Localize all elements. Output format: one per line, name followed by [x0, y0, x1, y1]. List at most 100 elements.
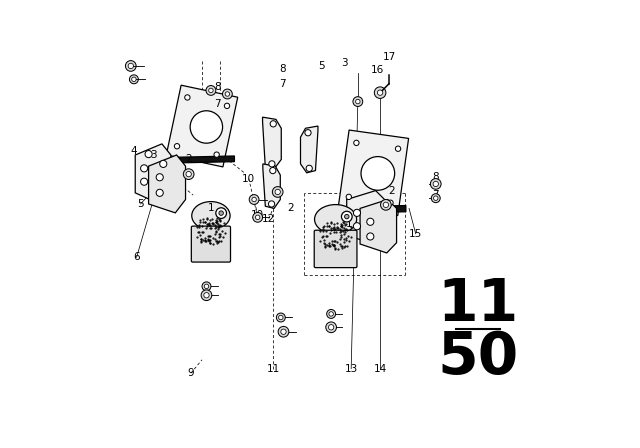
Point [321, 233, 331, 240]
Point [329, 220, 339, 228]
Point [317, 233, 327, 241]
Point [212, 220, 222, 227]
Text: 14: 14 [374, 364, 387, 374]
Point [204, 222, 214, 229]
Point [321, 227, 331, 234]
Point [319, 236, 329, 243]
Text: 7: 7 [279, 79, 285, 89]
Point [206, 224, 216, 231]
Point [195, 216, 205, 224]
Point [327, 237, 337, 245]
Point [337, 218, 348, 225]
Point [211, 228, 221, 236]
Point [330, 245, 340, 252]
Circle shape [145, 151, 152, 158]
Point [202, 222, 212, 229]
Point [332, 239, 342, 246]
Point [325, 229, 335, 236]
Point [195, 219, 205, 226]
Circle shape [209, 88, 213, 93]
Point [198, 218, 209, 225]
Circle shape [396, 146, 401, 151]
Point [210, 231, 220, 238]
Point [212, 224, 223, 231]
Circle shape [278, 315, 283, 320]
Point [324, 222, 335, 229]
Circle shape [249, 194, 259, 204]
Circle shape [204, 284, 209, 289]
Point [194, 228, 204, 235]
Point [193, 229, 204, 236]
Point [326, 220, 336, 227]
Point [317, 233, 328, 240]
Point [202, 236, 212, 243]
Point [211, 237, 221, 245]
Circle shape [367, 218, 374, 225]
Point [324, 243, 335, 250]
Point [202, 215, 212, 222]
Point [339, 230, 349, 237]
Point [214, 223, 224, 230]
Text: 6: 6 [133, 252, 140, 263]
Point [340, 225, 351, 232]
Point [339, 228, 349, 235]
Point [213, 226, 223, 233]
Point [335, 240, 345, 247]
Circle shape [378, 90, 383, 95]
Circle shape [270, 121, 276, 127]
Text: 7: 7 [433, 190, 439, 200]
Text: 16: 16 [371, 65, 383, 75]
Ellipse shape [314, 205, 356, 234]
Point [209, 221, 220, 228]
Circle shape [253, 212, 262, 222]
Point [200, 237, 211, 245]
Point [207, 215, 218, 223]
Point [196, 239, 206, 246]
Point [192, 223, 202, 230]
Circle shape [128, 63, 134, 69]
Point [215, 216, 225, 223]
Text: 17: 17 [382, 52, 396, 61]
Circle shape [342, 211, 352, 222]
Point [320, 240, 330, 247]
Point [197, 223, 207, 230]
Point [336, 242, 346, 250]
Circle shape [326, 310, 335, 319]
Circle shape [354, 140, 359, 146]
Circle shape [202, 282, 211, 291]
Point [324, 222, 334, 229]
Point [198, 216, 208, 223]
Circle shape [201, 290, 212, 301]
Polygon shape [263, 164, 280, 208]
Point [207, 219, 218, 226]
Point [324, 240, 334, 247]
Point [220, 220, 230, 227]
Text: 8: 8 [214, 82, 221, 92]
Point [211, 217, 221, 224]
Circle shape [367, 233, 374, 240]
Point [203, 220, 213, 227]
Circle shape [276, 313, 285, 322]
Point [346, 224, 356, 231]
Point [197, 228, 207, 236]
Circle shape [353, 223, 360, 230]
Point [207, 240, 218, 247]
Text: 9: 9 [188, 368, 194, 378]
Point [326, 226, 337, 233]
Point [320, 244, 330, 251]
Point [339, 244, 349, 251]
Circle shape [278, 327, 289, 337]
Point [324, 242, 334, 249]
Circle shape [206, 86, 216, 95]
Text: 11: 11 [267, 364, 280, 374]
Point [343, 232, 353, 239]
Point [211, 238, 221, 245]
Text: 1: 1 [346, 219, 352, 229]
Circle shape [433, 196, 438, 200]
Polygon shape [262, 117, 281, 168]
Circle shape [328, 325, 334, 330]
Point [330, 226, 340, 233]
Point [329, 241, 339, 249]
Point [339, 220, 349, 227]
Circle shape [388, 200, 393, 205]
